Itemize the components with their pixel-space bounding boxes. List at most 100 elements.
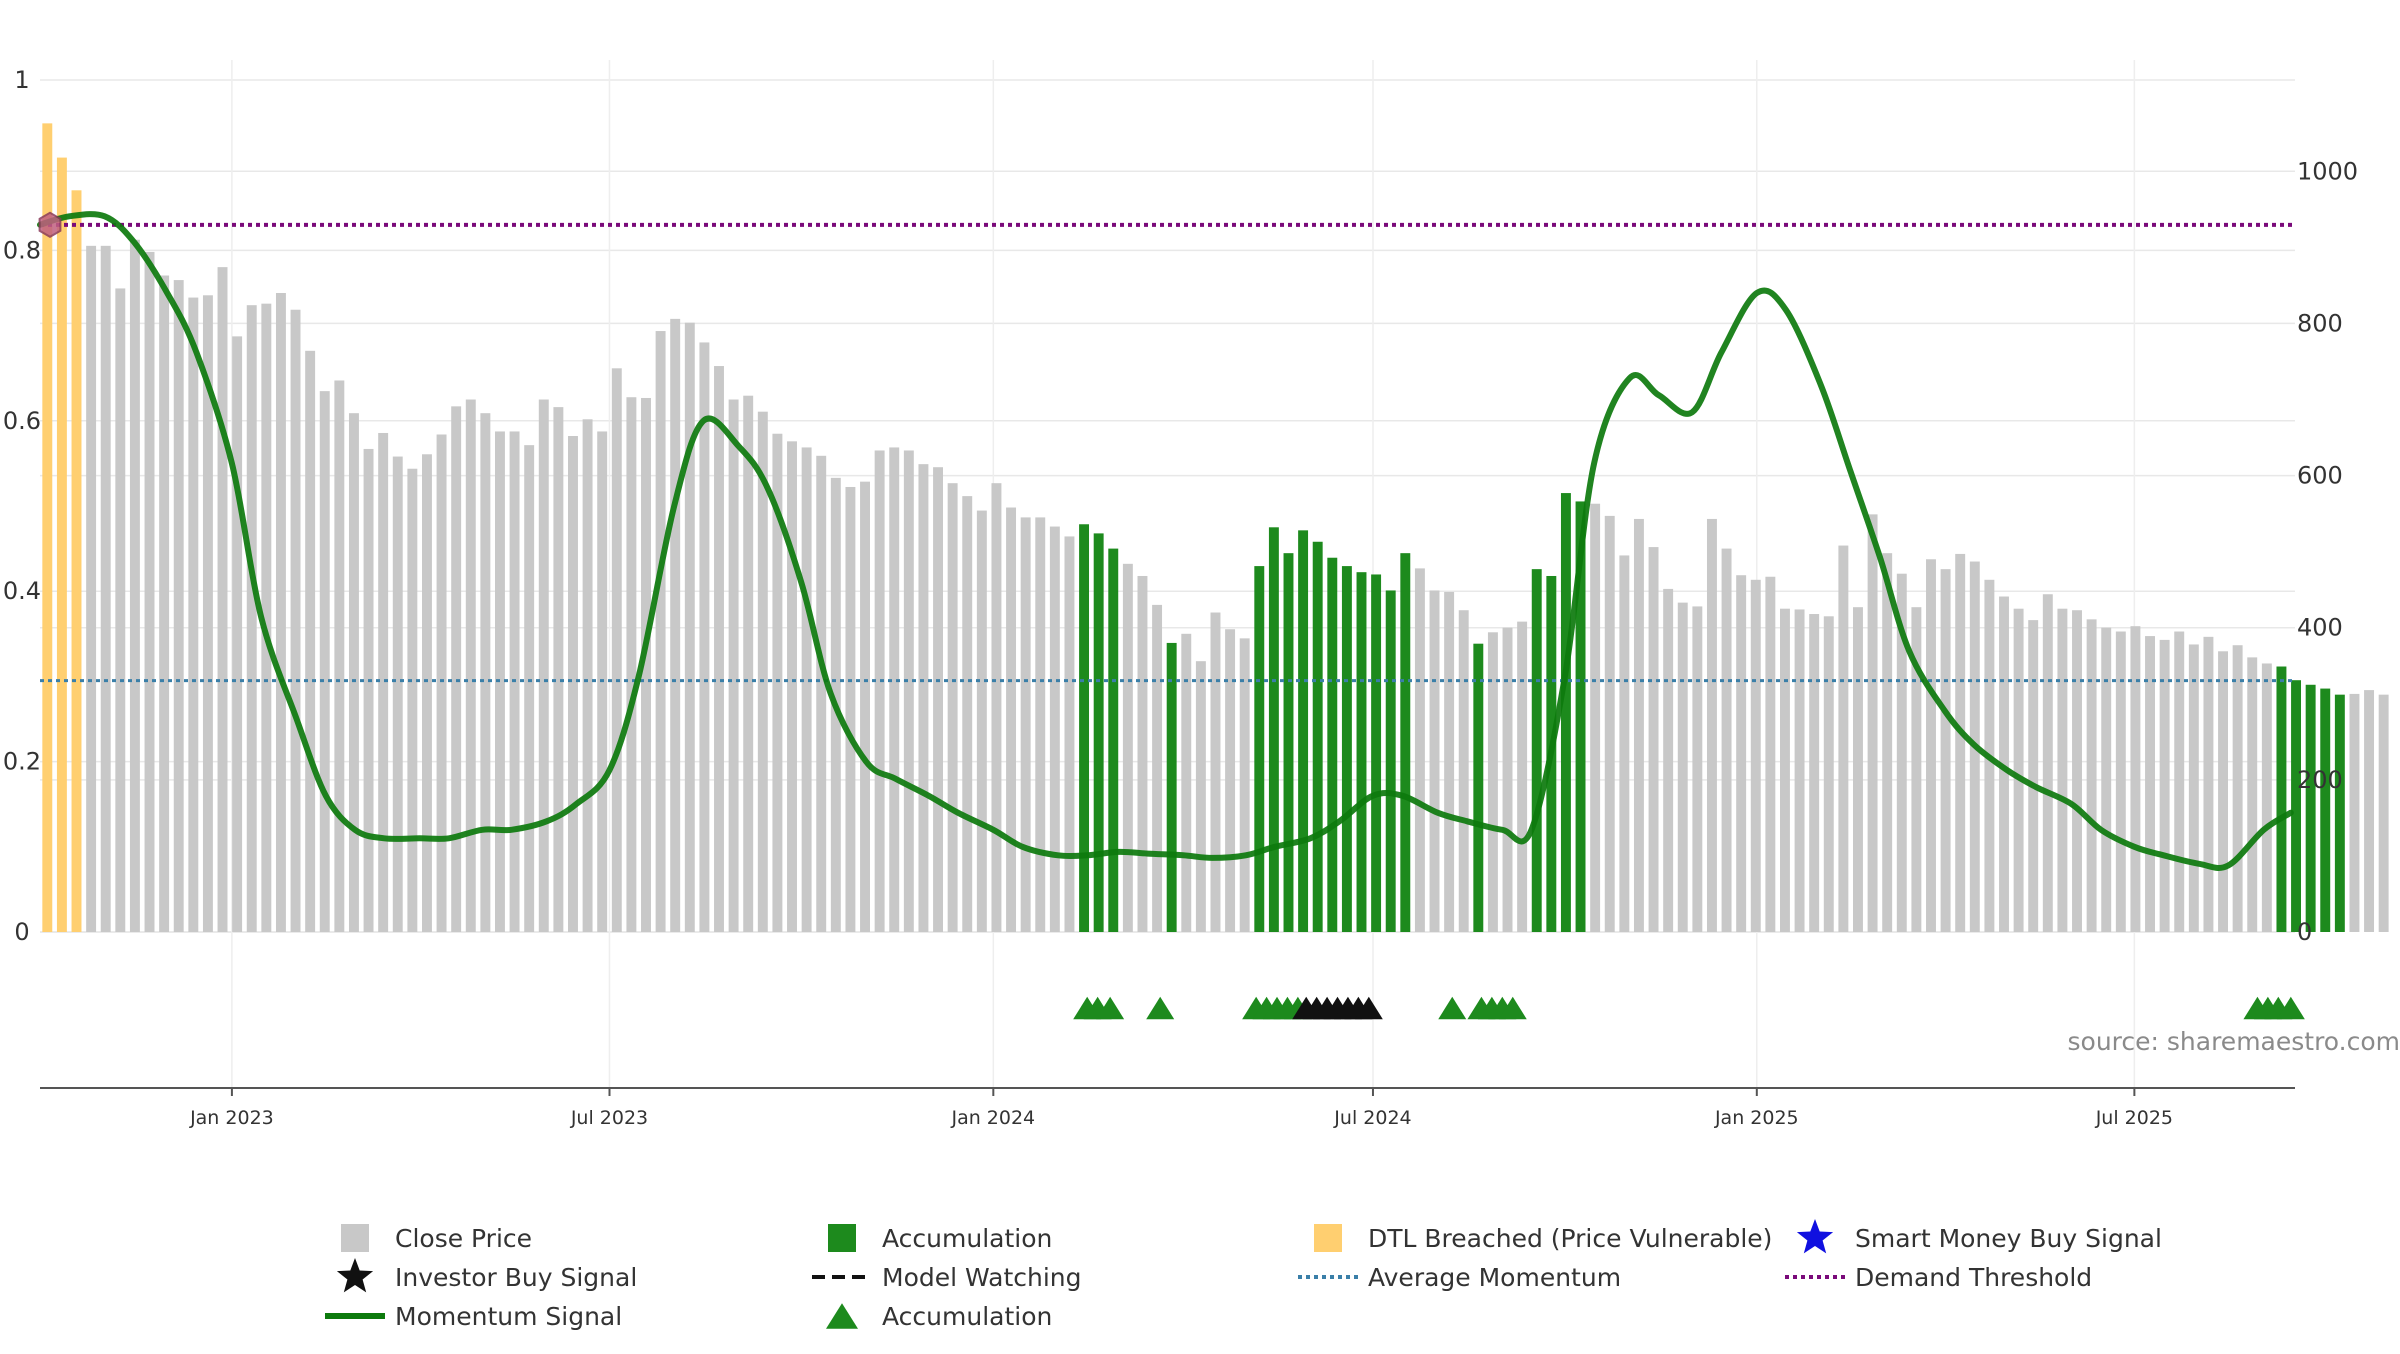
accumulation-bar xyxy=(1269,527,1279,932)
close-price-bar xyxy=(305,351,315,932)
close-price-bar xyxy=(1035,517,1045,932)
close-price-bar xyxy=(466,400,476,933)
accumulation-bar xyxy=(1284,553,1294,932)
legend-item: Demand Threshold xyxy=(1785,1263,2092,1292)
close-price-bar xyxy=(130,240,140,932)
close-price-bar xyxy=(1181,634,1191,932)
close-price-bar xyxy=(2174,632,2184,932)
close-price-bar xyxy=(364,449,374,932)
accumulation-bar xyxy=(1473,644,1483,932)
accumulation-bar xyxy=(2276,667,2286,932)
close-price-bar xyxy=(1853,607,1863,932)
legend-item: Close Price xyxy=(341,1224,532,1253)
close-price-bar xyxy=(933,467,943,932)
accumulation-bar xyxy=(1094,533,1104,932)
close-price-bar xyxy=(86,246,96,932)
close-price-bar xyxy=(2364,690,2374,932)
close-price-bar xyxy=(451,406,461,932)
accumulation-bar xyxy=(1342,566,1352,932)
close-price-bar xyxy=(1941,569,1951,932)
left-tick-label: 0 xyxy=(14,918,29,946)
close-price-bar xyxy=(539,400,549,933)
close-price-bar xyxy=(1240,638,1250,932)
close-price-bar xyxy=(2379,695,2389,932)
legend-label: Close Price xyxy=(395,1224,532,1253)
close-price-bar xyxy=(247,305,257,932)
close-price-bar xyxy=(860,482,870,932)
close-price-bar xyxy=(291,310,301,932)
accumulation-bar xyxy=(1167,643,1177,932)
close-price-bar xyxy=(1415,568,1425,932)
accumulation-bar xyxy=(1532,569,1542,932)
close-price-bar xyxy=(159,276,169,932)
legend-label: Model Watching xyxy=(882,1263,1082,1292)
legend-item: Momentum Signal xyxy=(325,1302,622,1331)
close-price-bar xyxy=(1211,613,1221,933)
right-tick-label: 200 xyxy=(2297,766,2343,794)
close-price-bar xyxy=(991,483,1001,932)
x-tick-label: Jan 2025 xyxy=(1714,1107,1799,1129)
close-price-bar xyxy=(2101,628,2111,932)
x-tick-label: Jul 2024 xyxy=(1333,1107,1411,1129)
left-tick-label: 0.2 xyxy=(3,748,41,776)
close-price-bar xyxy=(1503,628,1513,932)
close-price-bar xyxy=(1838,546,1848,932)
close-price-bar xyxy=(2160,640,2170,932)
close-price-bar xyxy=(1021,517,1031,932)
close-price-bar xyxy=(1619,555,1629,932)
close-price-bar xyxy=(334,380,344,932)
close-price-bar xyxy=(1736,575,1746,932)
close-price-bar xyxy=(218,267,228,932)
accumulation-bar xyxy=(1298,530,1308,932)
close-price-bar xyxy=(1955,554,1965,932)
close-price-bar xyxy=(568,436,578,932)
x-tick-label: Jan 2024 xyxy=(950,1107,1035,1129)
close-price-bar xyxy=(1634,519,1644,932)
close-price-bar xyxy=(553,407,563,932)
close-price-bar xyxy=(378,433,388,932)
left-tick-label: 0.4 xyxy=(3,577,41,605)
close-price-bar xyxy=(1926,559,1936,932)
legend-item: Investor Buy Signal xyxy=(337,1258,637,1292)
close-price-bar xyxy=(174,280,184,932)
close-price-bar xyxy=(612,368,622,932)
legend-label: Investor Buy Signal xyxy=(395,1263,637,1292)
momentum-signal-series xyxy=(40,214,2291,868)
close-price-bar xyxy=(1196,661,1206,932)
left-tick-label: 1 xyxy=(14,66,29,94)
accumulation-bar xyxy=(1357,572,1367,932)
blue-star-icon xyxy=(1797,1219,1833,1253)
close-price-bar xyxy=(670,319,680,932)
close-price-bar xyxy=(145,252,155,932)
close-price-bars xyxy=(42,123,2388,932)
legend-label: Accumulation xyxy=(882,1224,1052,1253)
accumulation-triangle-marker xyxy=(1146,997,1174,1019)
close-price-bar xyxy=(1444,592,1454,932)
close-price-bar xyxy=(1459,610,1469,932)
dtl-breached-bar xyxy=(57,158,67,932)
accumulation-bar xyxy=(1371,574,1381,932)
close-price-bar xyxy=(918,464,928,932)
close-price-bar xyxy=(1006,508,1016,932)
accumulation-bar xyxy=(2291,680,2301,932)
close-price-bar xyxy=(1663,589,1673,932)
left-tick-label: 0.8 xyxy=(3,236,41,264)
close-price-bar xyxy=(2218,651,2228,932)
close-price-bar xyxy=(1050,527,1060,932)
close-price-bar xyxy=(422,454,432,932)
close-price-bar xyxy=(875,450,885,932)
close-price-bar xyxy=(1678,603,1688,932)
close-price-bar xyxy=(948,483,958,932)
close-price-bar xyxy=(2072,610,2082,932)
close-price-bar xyxy=(1517,622,1527,932)
right-tick-label: 800 xyxy=(2297,309,2343,337)
close-price-bar xyxy=(1225,629,1235,932)
legend-item: Accumulation xyxy=(828,1224,1052,1253)
close-price-bar xyxy=(1882,553,1892,932)
close-price-bar xyxy=(2349,694,2359,932)
legend-item: Accumulation xyxy=(826,1302,1052,1331)
close-price-bar xyxy=(2028,620,2038,932)
close-price-bar xyxy=(2043,594,2053,932)
accumulation-bar xyxy=(1254,566,1264,932)
